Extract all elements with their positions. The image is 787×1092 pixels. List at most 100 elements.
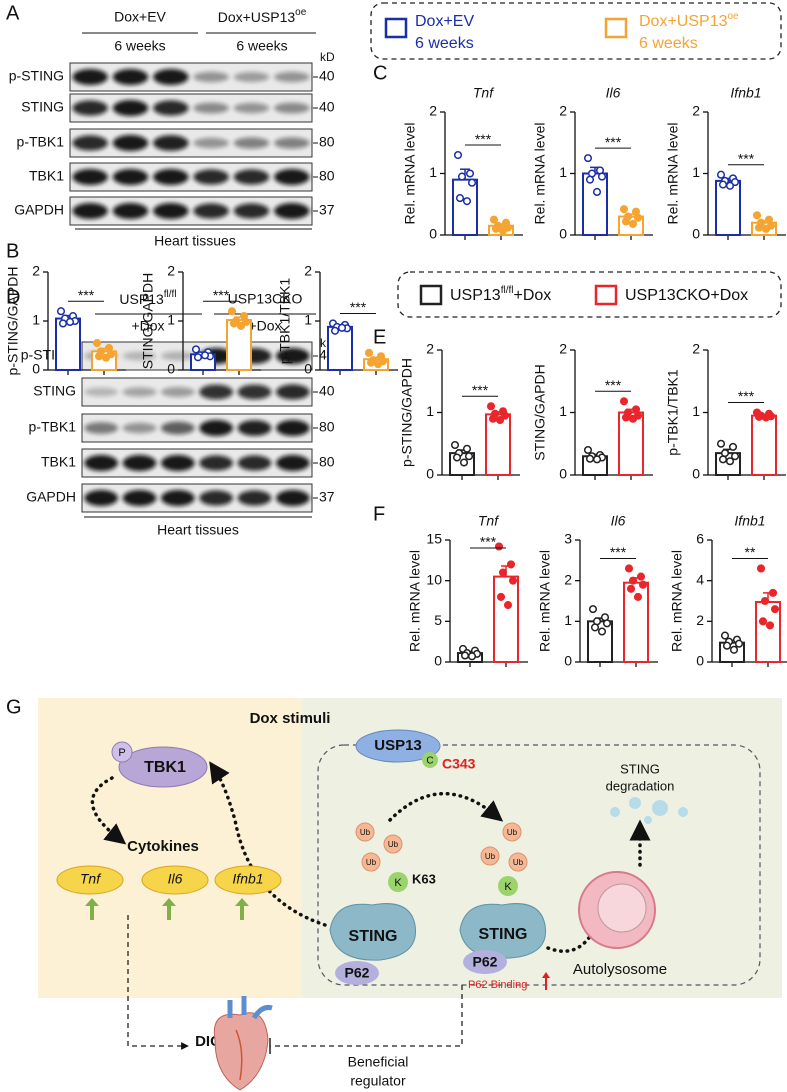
legend-swatch bbox=[384, 17, 408, 39]
degradation-label: degradation bbox=[606, 778, 675, 793]
y-tick-label: 0 bbox=[167, 361, 175, 377]
significance-label: ** bbox=[745, 544, 756, 560]
blot-band bbox=[237, 420, 272, 436]
blot-strip bbox=[81, 377, 313, 407]
ub-label: Ub bbox=[366, 858, 377, 867]
blot-band bbox=[275, 490, 310, 506]
kd-label: 37 bbox=[319, 202, 335, 218]
row-label: p-TBK1 bbox=[29, 419, 77, 435]
blot-band bbox=[275, 348, 310, 364]
p62 bbox=[335, 961, 379, 985]
data-point bbox=[373, 360, 383, 369]
kd-label: 40 bbox=[319, 99, 335, 115]
data-point bbox=[590, 623, 600, 632]
data-point bbox=[716, 439, 726, 448]
panel-label: C bbox=[373, 62, 387, 84]
data-point bbox=[585, 454, 595, 463]
cytokines: Cytokines bbox=[127, 838, 199, 855]
y-tick-label: 10 bbox=[426, 571, 442, 587]
regulator-label: regulator bbox=[350, 1073, 406, 1089]
k63-label: K63 bbox=[412, 871, 436, 886]
data-point bbox=[636, 572, 646, 581]
y-tick-label: 1 bbox=[564, 612, 572, 628]
data-point bbox=[452, 453, 462, 462]
group-sub: 6 weeks bbox=[236, 38, 287, 54]
chart-title: Tnf bbox=[473, 85, 495, 101]
y-tick-label: 2 bbox=[564, 571, 572, 587]
blot-band bbox=[193, 137, 229, 149]
y-tick-label: 0 bbox=[696, 653, 704, 669]
kd-label: 40 bbox=[319, 68, 335, 84]
gene-label: Il6 bbox=[168, 871, 183, 887]
significance-label: *** bbox=[475, 131, 492, 147]
y-tick-label: 1 bbox=[692, 403, 700, 419]
bar bbox=[715, 179, 741, 237]
data-point bbox=[494, 542, 504, 551]
usp13-label: USP13 bbox=[374, 737, 422, 754]
y-tick-label: 4 bbox=[696, 571, 704, 587]
sting bbox=[329, 903, 417, 961]
data-point bbox=[758, 617, 768, 626]
data-point bbox=[624, 564, 634, 573]
panel-label: G bbox=[6, 696, 22, 718]
data-point bbox=[720, 631, 730, 640]
data-point bbox=[628, 576, 638, 585]
legend-swatch bbox=[594, 284, 618, 306]
y-axis-label: Rel. mRNA level bbox=[407, 550, 423, 652]
data-point bbox=[722, 641, 732, 650]
chart-title: Ifnb1 bbox=[734, 513, 765, 529]
bar bbox=[485, 413, 511, 476]
data-point bbox=[718, 180, 728, 189]
blot-band bbox=[72, 69, 108, 85]
kd-label: 80 bbox=[319, 454, 335, 470]
legend-swatch bbox=[419, 284, 443, 306]
y-axis-label: Rel. mRNA level bbox=[402, 123, 418, 225]
data-point bbox=[768, 588, 778, 597]
kd-label: 80 bbox=[319, 419, 335, 435]
blot-band bbox=[233, 72, 270, 82]
ub-label: Ub bbox=[507, 828, 518, 837]
heart bbox=[213, 996, 273, 1091]
blot-band bbox=[153, 135, 189, 151]
data-point bbox=[495, 415, 505, 425]
data-point bbox=[583, 445, 593, 455]
data-point bbox=[508, 576, 518, 585]
bar bbox=[55, 317, 81, 371]
gene-label: Ifnb1 bbox=[232, 871, 263, 887]
sting-label: STING bbox=[479, 926, 528, 943]
legend-label: Dox+EV bbox=[415, 13, 474, 30]
y-axis-label: p-STING/GAPDH bbox=[399, 358, 415, 467]
data-point bbox=[506, 560, 516, 569]
stimulus: Dox stimuli bbox=[250, 710, 331, 727]
gene-label: Tnf bbox=[80, 871, 102, 887]
y-tick-label: 1 bbox=[692, 164, 700, 180]
y-tick-label: 15 bbox=[426, 531, 442, 547]
data-point bbox=[488, 414, 498, 423]
row-label: GAPDH bbox=[14, 202, 64, 218]
arrow bbox=[90, 776, 127, 845]
regulator-label: Beneficial bbox=[348, 1054, 409, 1070]
blot-strip bbox=[69, 62, 313, 92]
degraded-fragments bbox=[610, 797, 688, 824]
data-point bbox=[756, 564, 766, 573]
blot-band bbox=[275, 384, 310, 400]
blot-band bbox=[122, 351, 157, 361]
blot-band bbox=[160, 455, 195, 471]
blot-band bbox=[84, 455, 119, 471]
y-axis-label: STING/GAPDH bbox=[532, 364, 548, 460]
data-point bbox=[734, 639, 744, 648]
arrow bbox=[127, 915, 189, 1050]
blot-band bbox=[160, 387, 195, 397]
data-point bbox=[193, 353, 203, 362]
y-tick-label: 0 bbox=[429, 226, 437, 242]
y-tick-label: 3 bbox=[564, 531, 572, 547]
data-point bbox=[760, 596, 770, 606]
y-tick-label: 1 bbox=[167, 312, 175, 328]
p62 bbox=[463, 950, 507, 974]
blot-band bbox=[274, 137, 310, 149]
p62-label: P62 bbox=[473, 954, 498, 970]
data-point bbox=[729, 645, 739, 654]
data-point bbox=[459, 458, 469, 467]
data-point bbox=[104, 343, 114, 353]
data-point bbox=[500, 411, 510, 420]
